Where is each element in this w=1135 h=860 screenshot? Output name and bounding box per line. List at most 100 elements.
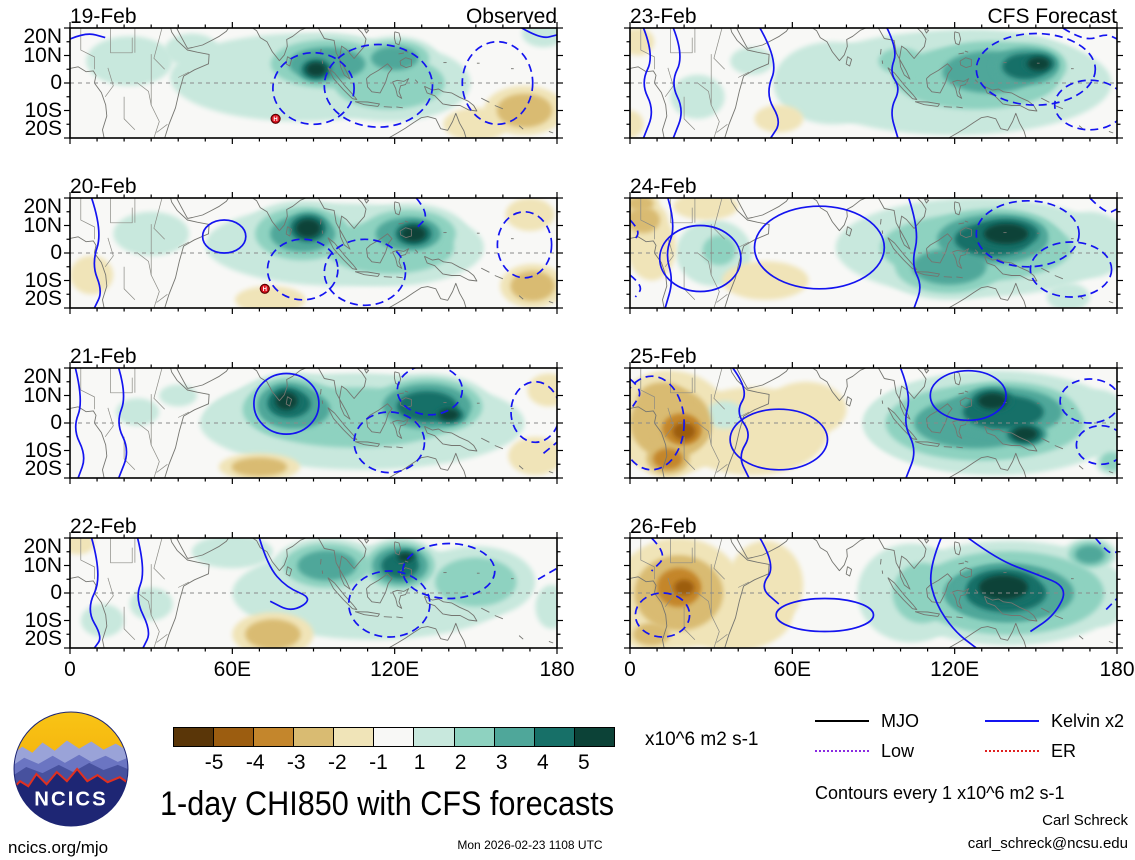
map-svg — [624, 532, 1123, 654]
colorbar-tick-label: 5 — [578, 751, 590, 774]
panel-date-label: 21-Feb — [70, 344, 137, 368]
map-svg — [624, 192, 1123, 314]
y-axis-label: 10S — [24, 438, 62, 462]
x-axis-label: 180 — [539, 658, 575, 681]
x-axis-label: 0 — [64, 658, 76, 681]
legend-line-sample — [985, 720, 1039, 722]
panel-date-label: 22-Feb — [70, 514, 137, 538]
colorbar-tick-label: -4 — [245, 751, 265, 774]
ncics-logo: NCICS — [13, 711, 129, 827]
contour-legend: MJO Kelvin x2 Low ER — [815, 706, 1124, 766]
y-axis-label: 10N — [23, 213, 62, 237]
x-axis-label: 120E — [930, 658, 980, 681]
map-svg — [64, 362, 563, 484]
map-svg — [64, 532, 563, 654]
colorbar-tick-label: -3 — [286, 751, 306, 774]
timestamp: Mon 2026-02-23 1108 UTC — [457, 838, 603, 852]
colorbar-cell — [213, 727, 255, 747]
y-axis-label: 20N — [23, 535, 62, 558]
contours-note: Contours every 1 x10^6 m2 s-1 — [815, 783, 1065, 803]
map-svg: H — [64, 192, 563, 314]
colorbar-tick-label: 2 — [454, 751, 467, 774]
panel-header: 26-Feb — [630, 512, 1117, 538]
map-panel-24-feb: 24-Feb — [624, 172, 1123, 314]
panel-date-label: 20-Feb — [70, 174, 137, 198]
panel-date-label: 25-Feb — [630, 344, 697, 368]
panel-corner-label: Observed — [465, 4, 557, 28]
colorbar-cell — [493, 727, 535, 747]
figure-title: 1-day CHI850 with CFS forecasts — [160, 785, 615, 823]
y-axis-label: 0 — [50, 71, 62, 94]
colorbar-cell — [333, 727, 375, 747]
map-panel-19-feb: 19-Feb Observed H — [64, 2, 563, 144]
map-panel-26-feb: 26-Feb — [624, 512, 1123, 654]
legend-item-er: ER — [985, 736, 1124, 766]
y-axis-label: 20S — [24, 287, 62, 310]
y-axis-label: 10S — [24, 268, 62, 292]
legend-line-sample — [815, 720, 869, 722]
colorbar-cell — [173, 727, 215, 747]
y-axis-label: 20S — [24, 627, 62, 650]
colorbar-tick-label: 4 — [536, 751, 549, 774]
map-panel-25-feb: 25-Feb — [624, 342, 1123, 484]
logo-text: NCICS — [34, 789, 107, 811]
legend-label: Low — [881, 740, 915, 761]
colorbar-units-label: x10^6 m2 s-1 — [645, 729, 759, 750]
logo-ring — [13, 711, 129, 827]
legend-label: ER — [1051, 740, 1077, 761]
y-axis-label: 10N — [23, 553, 62, 577]
y-axis-label: 20N — [23, 365, 62, 388]
colorbar-cell — [373, 727, 415, 747]
panel-header: 24-Feb — [630, 172, 1117, 198]
tropical-cyclone-icon: H — [270, 113, 281, 124]
site-url: ncics.org/mjo — [8, 838, 109, 857]
svg-text:H: H — [263, 287, 267, 293]
x-axis-label: 0 — [624, 658, 636, 681]
legend-line-sample — [985, 750, 1039, 752]
map-panel-23-feb: 23-Feb CFS Forecast — [624, 2, 1123, 144]
colorbar-cell — [413, 727, 455, 747]
x-axis-label: 180 — [1099, 658, 1135, 681]
credit-email: carl_schreck@ncsu.edu — [967, 835, 1128, 852]
panel-header: 20-Feb — [70, 172, 557, 198]
legend-label: MJO — [881, 710, 919, 731]
legend-item-low: Low — [815, 736, 985, 766]
colorbar-cell — [453, 727, 495, 747]
map-panel-22-feb: 22-Feb — [64, 512, 563, 654]
colorbar-tick-label: -2 — [328, 751, 347, 774]
legend-item-kelvin-x2: Kelvin x2 — [985, 706, 1124, 736]
x-axis-label: 60E — [773, 658, 812, 681]
panel-date-label: 26-Feb — [630, 514, 697, 538]
y-axis-label: 20S — [24, 457, 62, 480]
logo-foreground — [14, 769, 128, 826]
credit-name: Carl Schreck — [1042, 812, 1128, 829]
panel-header: 25-Feb — [630, 342, 1117, 368]
panel-corner-label: CFS Forecast — [987, 4, 1117, 28]
colorbar-cell — [253, 727, 295, 747]
map-svg — [624, 362, 1123, 484]
map-panel-21-feb: 21-Feb — [64, 342, 563, 484]
legend-item-mjo: MJO — [815, 706, 985, 736]
panel-date-label: 23-Feb — [630, 4, 697, 28]
colorbar-tick-label: 1 — [413, 751, 426, 774]
colorbar-tick-label: 3 — [495, 751, 508, 774]
panel-header: 22-Feb — [70, 512, 557, 538]
panel-header: 19-Feb Observed — [70, 2, 557, 28]
colorbar-cell — [293, 727, 335, 747]
map-svg — [624, 22, 1123, 144]
map-svg: H — [64, 22, 563, 144]
y-axis-label: 20S — [24, 117, 62, 140]
panel-date-label: 24-Feb — [630, 174, 697, 198]
legend-label: Kelvin x2 — [1051, 710, 1125, 731]
colorbar-cell — [533, 727, 575, 747]
y-axis-label: 10S — [24, 608, 62, 632]
y-axis-label: 10S — [24, 98, 62, 122]
y-axis-label: 0 — [50, 241, 62, 264]
x-axis-label: 120E — [370, 658, 420, 681]
colorbar-cell — [573, 727, 615, 747]
tropical-cyclone-icon: H — [259, 283, 270, 294]
y-axis-label: 10N — [23, 43, 62, 67]
panel-header: 23-Feb CFS Forecast — [630, 2, 1117, 28]
colorbar — [173, 727, 625, 747]
